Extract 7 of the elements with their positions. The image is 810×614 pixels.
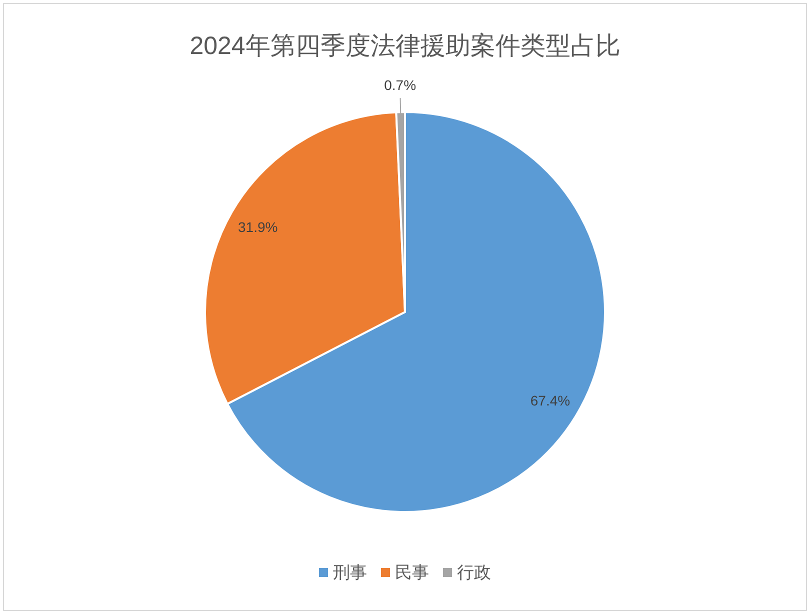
data-label: 67.4%: [530, 392, 570, 408]
legend-label: 行政: [457, 563, 491, 582]
legend-label: 民事: [395, 563, 429, 582]
legend-label: 刑事: [333, 563, 367, 582]
chart-title: 2024年第四季度法律援助案件类型占比: [190, 32, 620, 60]
data-label: 0.7%: [384, 77, 416, 94]
data-label: 31.9%: [238, 218, 278, 235]
